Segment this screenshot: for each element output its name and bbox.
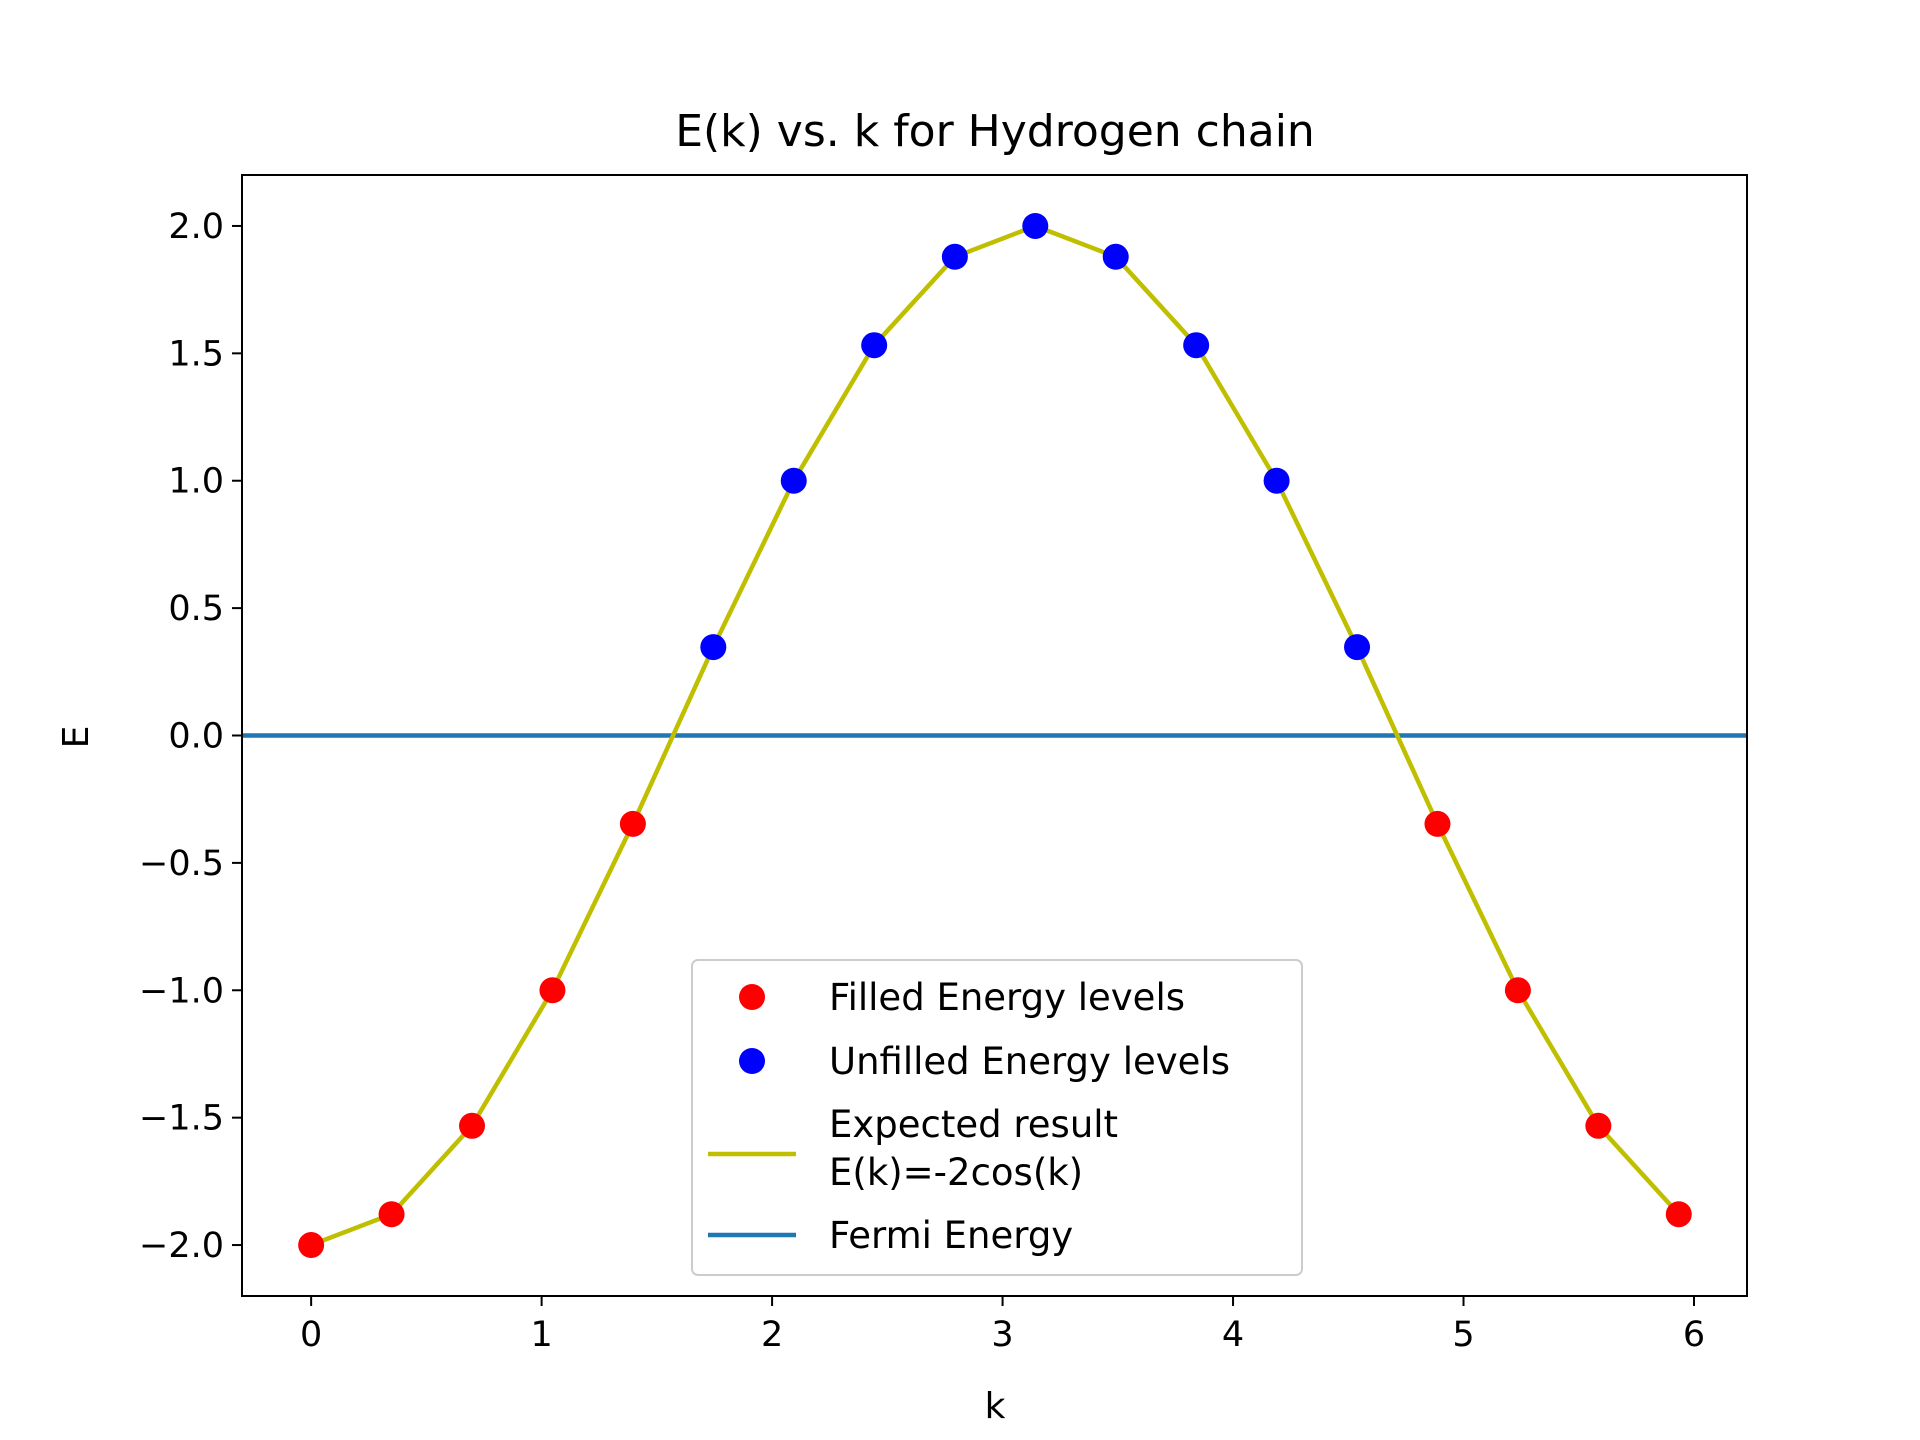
unfilled-energy-point (941, 243, 968, 270)
legend-filled-label: Filled Energy levels (829, 976, 1185, 1019)
y-tick-label: 1.0 (168, 462, 224, 502)
filled-energy-point (298, 1232, 325, 1259)
expected-result-line (310, 223, 1681, 1248)
filled-energy-point (459, 1112, 486, 1139)
filled-energy-point (378, 1201, 405, 1228)
unfilled-energy-point (700, 634, 727, 661)
chart-title: E(k) vs. k for Hydrogen chain (675, 106, 1315, 157)
y-tick-label: −1.5 (139, 1099, 224, 1139)
x-tick-label: 2 (761, 1315, 783, 1355)
y-axis-label: E (56, 726, 97, 749)
unfilled-energy-point (1022, 212, 1049, 239)
y-tick-label: −0.5 (139, 844, 224, 884)
unfilled-energy-point (780, 467, 807, 494)
unfilled-energy-point (1102, 243, 1129, 270)
x-tick-label: 4 (1222, 1315, 1244, 1355)
filled-energy-point (619, 810, 646, 837)
filled-energy-point (1585, 1112, 1612, 1139)
x-axis-label: k (985, 1386, 1006, 1427)
legend-fermi-label: Fermi Energy (829, 1214, 1073, 1257)
filled-energy-point (1665, 1201, 1692, 1228)
plot-area (241, 174, 1748, 1297)
legend-unfilled-marker (739, 1048, 765, 1074)
x-tick-label: 6 (1683, 1315, 1705, 1355)
legend-unfilled-label: Unfilled Energy levels (829, 1040, 1230, 1083)
y-axis: −2.0 −1.5 −1.0 −0.5 0.0 0.5 1.0 1.5 2.0 (139, 207, 242, 1266)
x-tick-label: 5 (1452, 1315, 1474, 1355)
unfilled-energy-point (1183, 332, 1210, 359)
unfilled-energy-point (1344, 634, 1371, 661)
y-tick-label: −2.0 (139, 1226, 224, 1266)
x-axis: 0 1 2 3 4 5 6 (300, 1296, 1705, 1355)
y-tick-label: 0.5 (168, 589, 224, 629)
x-tick-label: 1 (530, 1315, 552, 1355)
y-tick-label: 0.0 (168, 717, 224, 757)
filled-energy-point (1424, 810, 1451, 837)
legend: Filled Energy levels Unfilled Energy leve… (691, 959, 1303, 1276)
x-tick-label: 3 (991, 1315, 1013, 1355)
y-tick-label: −1.0 (139, 971, 224, 1011)
legend-expected-label-line1: Expected result (829, 1103, 1118, 1146)
y-tick-label: 1.5 (168, 334, 224, 374)
filled-energy-point (539, 977, 566, 1004)
unfilled-energy-point (861, 332, 888, 359)
filled-energy-point (1504, 977, 1531, 1004)
unfilled-energy-point (1263, 467, 1290, 494)
legend-box (691, 959, 1303, 1276)
x-tick-label: 0 (300, 1315, 322, 1355)
legend-expected-label-line2: E(k)=-2cos(k) (829, 1151, 1083, 1194)
legend-filled-marker (739, 984, 765, 1010)
y-tick-label: 2.0 (168, 207, 224, 247)
